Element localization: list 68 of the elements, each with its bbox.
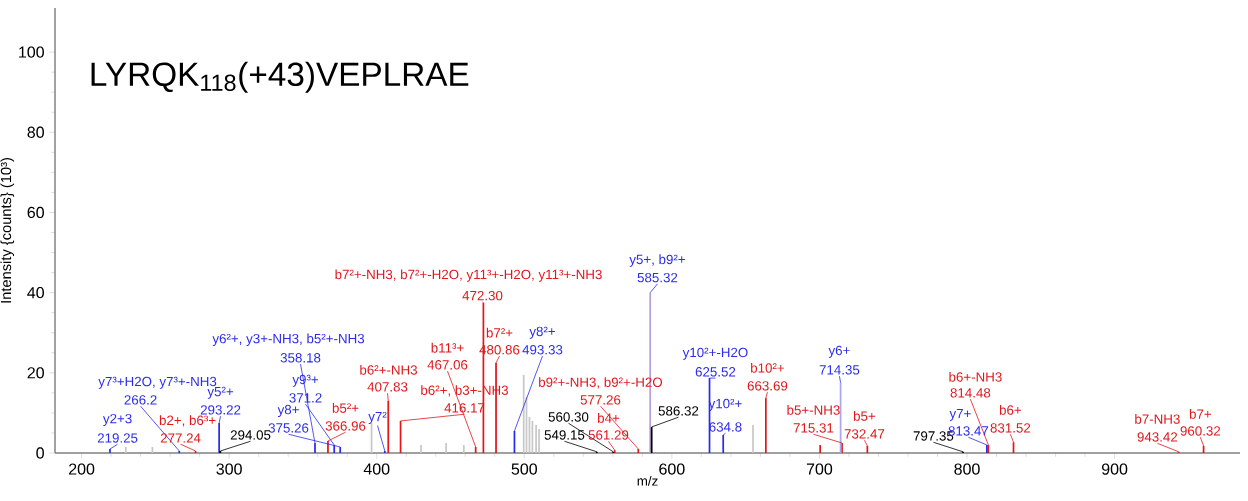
annotation: b10²+ [751,362,785,373]
x-tick-label: 900 [1101,463,1128,475]
x-tick-label: 300 [216,463,242,475]
annotation: 960.32 [1180,426,1221,436]
x-tick-label: 600 [659,463,685,475]
annotation: y2+3 [102,413,132,426]
annotation: 371.2 [289,393,322,403]
annotation: 277.24 [160,433,201,443]
annotation: 219.25 [97,433,138,443]
annotation: 467.06 [427,360,468,370]
x-tick-label: 700 [806,463,833,475]
annotation: 585.32 [637,272,678,283]
annotation: 358.18 [280,353,321,363]
x-tick-label: 800 [954,463,980,475]
annotation: 493.33 [522,345,563,355]
annotation: 814.48 [950,388,991,398]
annotation: 663.69 [747,381,788,391]
annotation: b7²+ [486,327,513,338]
y-tick-label: 40 [27,286,44,299]
annotation: y7+ [949,408,971,421]
x-axis-title: m/z [637,475,658,486]
y-tick-label: 100 [19,46,44,58]
annotation: 943.42 [1137,432,1178,442]
x-tick-label: 200 [69,463,95,475]
annotation: y9³+ [292,374,319,387]
annotation: b6²+-NH3 [360,364,418,375]
y-tick-label: 80 [27,126,44,138]
annotation: b6+-NH3 [949,371,1002,382]
annotation: y10²+-H2O [682,347,748,360]
annotation: y5+, b9²+ [629,254,685,267]
y-axis-title: Intensity {counts} (10³) [0,158,15,303]
annotation: b11³+ [431,342,464,353]
x-tick-label: 400 [363,463,390,475]
annotation: y7² [368,411,387,424]
annotation: 549.15 [544,430,585,440]
annotation: b9²+-NH3, b9²+-H2O [539,377,663,389]
annotation: b4+ [598,413,620,423]
annotation: 586.32 [658,406,699,416]
annotation: b5²+ [332,403,359,413]
text: LYRQK$_{118}$(+43)VEPLRAE [91,61,469,93]
annotation: 366.96 [325,421,366,431]
annotation: y8²+ [529,326,555,339]
annotation: 625.52 [695,367,736,377]
annotation: y6+ [828,345,850,358]
annotation: 472.30 [462,290,503,301]
annotation: b6+ [999,405,1022,415]
annotation: 714.35 [819,365,860,375]
annotation: b7+ [1189,409,1211,419]
annotation: y6²+, y3+-NH3, b5²+-NH3 [212,333,365,346]
annotation: 293.22 [200,405,241,415]
y-tick-label: 0 [36,447,44,459]
annotation: b7²+-NH3, b7²+-H2O, y11³+-H2O, y11³+-NH3 [335,269,602,282]
annotation: 831.52 [990,423,1031,433]
annotation: b7-NH3 [1135,414,1180,424]
y-tick-label: 20 [27,367,44,379]
annotation: 634.8 [709,422,742,432]
annotation: 577.26 [580,395,621,405]
annotation: 407.83 [367,382,408,392]
annotation: 560.30 [548,412,589,422]
annotation: b5+-NH3 [787,405,840,415]
annotation: 732.47 [844,429,885,439]
x-tick-label: 500 [511,463,538,475]
annotation: 715.31 [793,423,834,433]
annotation: y8+ [277,404,299,417]
y-tick-label: 60 [27,206,44,219]
annotation: 266.2 [124,395,157,405]
annotation: b2+, b6³+ [159,415,216,427]
annotation: b5+ [853,411,876,421]
